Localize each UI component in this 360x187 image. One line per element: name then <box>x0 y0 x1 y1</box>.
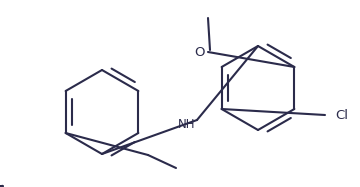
Text: O: O <box>194 45 205 59</box>
Text: NH: NH <box>177 118 195 131</box>
Text: Cl: Cl <box>335 108 348 122</box>
